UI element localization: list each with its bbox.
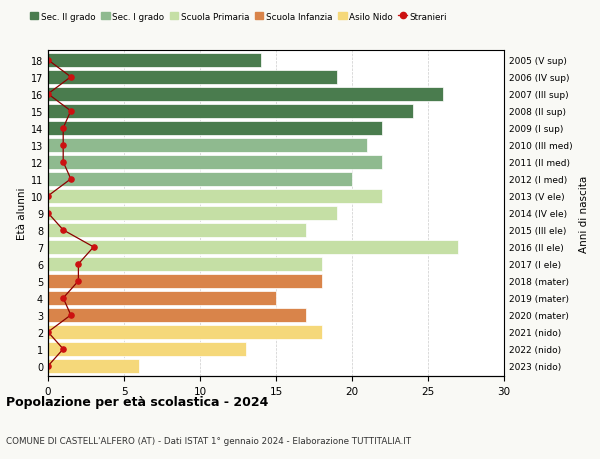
Point xyxy=(43,57,53,64)
Bar xyxy=(48,139,367,152)
Bar xyxy=(48,88,443,101)
Point xyxy=(66,74,76,81)
Bar xyxy=(48,359,139,373)
Bar xyxy=(48,173,352,186)
Point xyxy=(58,142,68,149)
Point xyxy=(43,329,53,336)
Point xyxy=(66,176,76,183)
Point xyxy=(43,210,53,217)
Bar xyxy=(48,274,322,288)
Bar xyxy=(48,342,245,356)
Point xyxy=(58,346,68,353)
Point xyxy=(58,159,68,166)
Bar xyxy=(48,54,261,67)
Point xyxy=(66,312,76,319)
Point xyxy=(43,193,53,200)
Bar xyxy=(48,241,458,254)
Text: COMUNE DI CASTELL'ALFERO (AT) - Dati ISTAT 1° gennaio 2024 - Elaborazione TUTTIT: COMUNE DI CASTELL'ALFERO (AT) - Dati IST… xyxy=(6,436,411,445)
Bar xyxy=(48,291,276,305)
Bar xyxy=(48,224,307,237)
Y-axis label: Anni di nascita: Anni di nascita xyxy=(580,175,589,252)
Point xyxy=(74,261,83,268)
Bar xyxy=(48,207,337,220)
Bar xyxy=(48,257,322,271)
Legend: Sec. II grado, Sec. I grado, Scuola Primaria, Scuola Infanzia, Asilo Nido, Stran: Sec. II grado, Sec. I grado, Scuola Prim… xyxy=(29,12,447,22)
Text: Popolazione per età scolastica - 2024: Popolazione per età scolastica - 2024 xyxy=(6,395,268,408)
Point xyxy=(58,125,68,132)
Bar xyxy=(48,325,322,339)
Point xyxy=(58,227,68,234)
Point xyxy=(66,108,76,115)
Bar xyxy=(48,122,382,135)
Point xyxy=(43,363,53,370)
Y-axis label: Età alunni: Età alunni xyxy=(17,187,26,240)
Point xyxy=(43,91,53,98)
Point xyxy=(58,295,68,302)
Bar xyxy=(48,156,382,169)
Bar xyxy=(48,308,307,322)
Point xyxy=(89,244,98,251)
Bar xyxy=(48,71,337,84)
Bar xyxy=(48,105,413,118)
Bar xyxy=(48,190,382,203)
Point xyxy=(74,278,83,285)
